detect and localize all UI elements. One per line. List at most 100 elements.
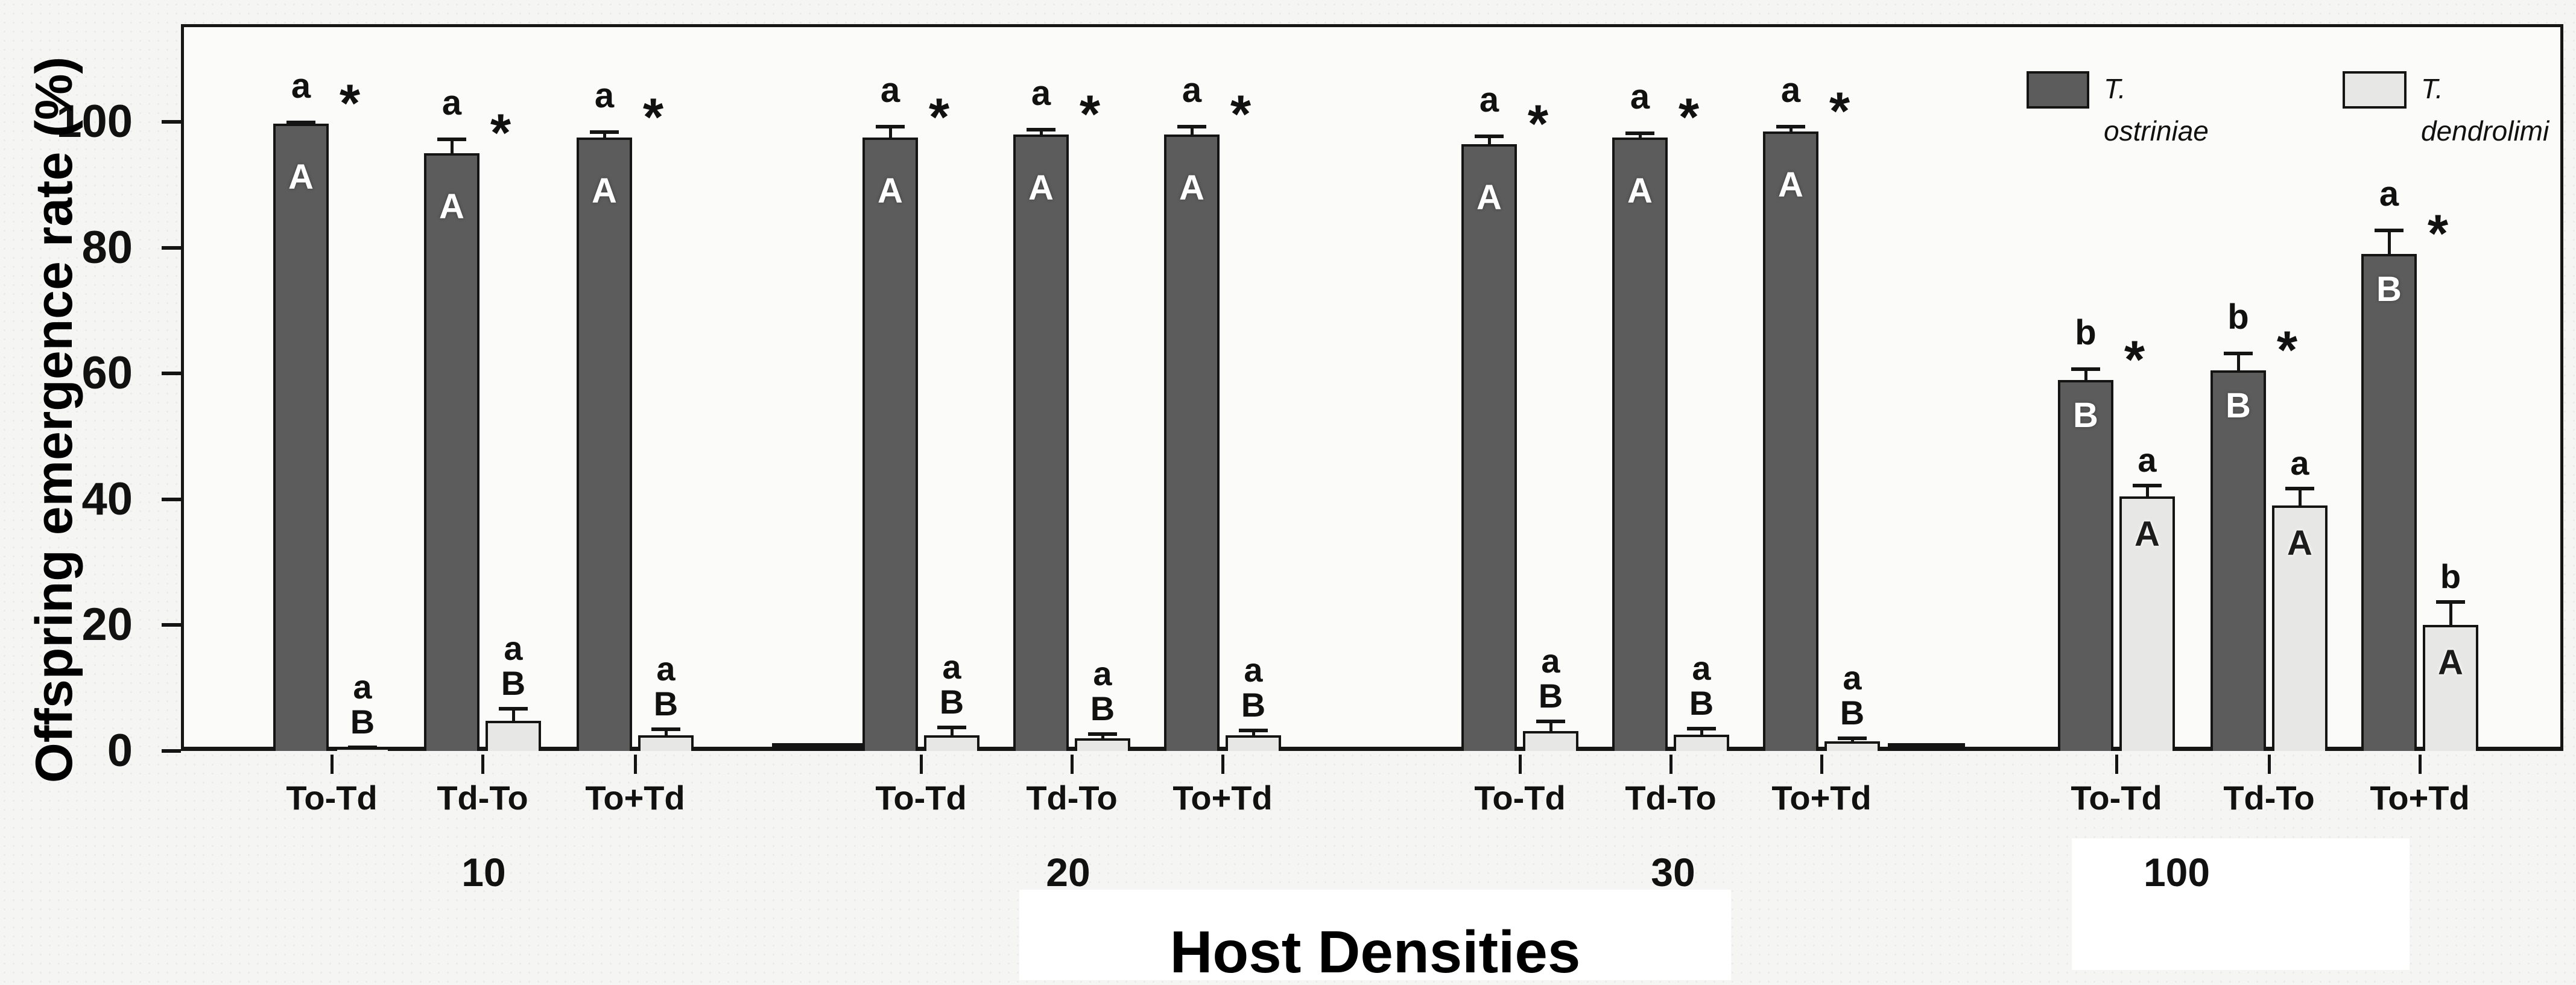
error-bar: [1789, 126, 1793, 133]
bar-dendrolimi-20-To+Td: [1226, 735, 1281, 751]
error-bar-cap: [1475, 134, 1504, 138]
error-bar: [2236, 352, 2240, 372]
error-bar-cap: [499, 706, 528, 711]
x-treatment-label: Td-To: [437, 779, 528, 817]
x-density-label: 10: [461, 850, 506, 895]
y-tick: [162, 497, 181, 501]
x-tick: [633, 755, 637, 774]
sig-letter-above: a: [441, 83, 462, 123]
x-treatment-label: To+Td: [585, 779, 685, 817]
bar-letter-inside: A: [2438, 643, 2463, 683]
bar-dendrolimi-30-To-Td: [1523, 730, 1578, 751]
bar-ostriniae-10-Td-To: [424, 153, 479, 751]
bar-dendrolimi-10-Td-To: [486, 720, 541, 751]
error-bar-cap: [590, 130, 619, 134]
x-tick: [1070, 755, 1074, 774]
x-treatment-label: Td-To: [2223, 779, 2315, 817]
bar-letter-inside: B: [2376, 270, 2402, 309]
error-bar-cap: [2375, 229, 2404, 233]
error-bar: [2084, 368, 2087, 381]
sig-letter-above: a: [1182, 71, 1202, 110]
significance-star: *: [1678, 87, 1700, 147]
bar-dendrolimi-20-Td-To: [1075, 738, 1130, 751]
sig-letters-above: a B: [1840, 659, 1865, 732]
baseline-artifact: [772, 743, 867, 751]
bar-ostriniae-10-To-Td: [273, 124, 329, 751]
bar-letter-inside: B: [2073, 395, 2098, 435]
y-axis-title: Offspring emergence rate (%): [25, 56, 83, 784]
error-bar-cap: [1776, 125, 1805, 129]
sig-letter-above: a: [1031, 74, 1051, 113]
error-bar: [1850, 738, 1854, 743]
x-treatment-label: To+Td: [2370, 779, 2470, 817]
error-bar-cap: [937, 726, 966, 730]
x-tick: [330, 755, 334, 774]
bar-letter-inside: A: [1627, 171, 1653, 211]
error-bar-cap: [1625, 131, 1654, 135]
error-bar-cap: [286, 120, 315, 124]
error-bar: [511, 708, 515, 722]
x-tick: [1820, 755, 1823, 774]
error-bar-cap: [2133, 483, 2162, 487]
error-bar-cap: [437, 138, 466, 142]
x-treatment-label: Td-To: [1625, 779, 1717, 817]
bar-dendrolimi-30-Td-To: [1674, 734, 1729, 751]
significance-star: *: [339, 73, 361, 133]
x-tick: [2115, 755, 2118, 774]
y-tick: [162, 120, 181, 124]
sig-letters-above: a B: [653, 650, 679, 723]
error-bar-cap: [2285, 486, 2314, 490]
error-bar: [1549, 720, 1552, 732]
significance-star: *: [642, 87, 664, 147]
significance-star: *: [1527, 93, 1549, 153]
bar-letter-inside: A: [439, 187, 464, 227]
x-treatment-label: To-Td: [1474, 779, 1566, 817]
bar-dendrolimi-30-To+Td: [1824, 741, 1880, 751]
bar-ostriniae-30-To-Td: [1461, 144, 1517, 751]
sig-letters-above: a B: [1090, 654, 1115, 727]
error-bar-cap: [2224, 351, 2253, 355]
bar-ostriniae-30-To+Td: [1763, 131, 1818, 751]
legend-swatch-ostriniae: [2027, 71, 2089, 109]
error-bar-cap: [651, 727, 680, 732]
sig-letter-above: a: [594, 75, 615, 115]
error-bar: [603, 131, 606, 139]
x-treatment-label: To+Td: [1771, 779, 1872, 817]
sig-letters-above: a B: [1241, 651, 1266, 724]
error-bar-cap: [1088, 732, 1117, 736]
error-bar: [2298, 487, 2302, 507]
y-tick: [162, 749, 181, 753]
y-tick-label: 60: [81, 347, 133, 399]
bar-dendrolimi-10-To+Td: [638, 735, 694, 751]
error-bar: [1638, 132, 1642, 139]
legend-swatch-dendrolimi: [2343, 71, 2407, 109]
error-bar: [1487, 135, 1491, 145]
y-tick: [162, 372, 181, 376]
bar-dendrolimi-100-Td-To: [2272, 505, 2328, 751]
error-bar: [950, 727, 954, 736]
significance-star: *: [2276, 319, 2298, 379]
bar-ostriniae-20-Td-To: [1013, 134, 1069, 751]
sig-letter-above: a: [1780, 71, 1801, 110]
sig-letter-above: a: [1479, 80, 1499, 119]
sig-letters-above: b: [2440, 557, 2461, 595]
bar-ostriniae-20-To+Td: [1164, 134, 1220, 751]
error-bar: [2145, 484, 2149, 498]
x-density-label: 30: [1651, 850, 1695, 895]
bar-dendrolimi-20-To-Td: [924, 735, 979, 751]
x-tick: [1669, 755, 1673, 774]
significance-star: *: [928, 87, 950, 147]
bar-ostriniae-100-Td-To: [2210, 370, 2266, 751]
y-tick: [162, 623, 181, 627]
x-density-label: 100: [2143, 850, 2210, 895]
significance-star: *: [2124, 329, 2145, 389]
sig-letters-above: a B: [501, 629, 526, 702]
bar-letter-inside: A: [2135, 514, 2160, 554]
sig-letter-above: a: [1630, 77, 1650, 116]
error-bar-cap: [1536, 719, 1565, 723]
bar-letter-inside: A: [878, 171, 903, 211]
y-tick-label: 20: [81, 599, 133, 651]
error-bar-cap: [348, 745, 377, 749]
x-treatment-label: To-Td: [2071, 779, 2162, 817]
error-bar-cap: [1687, 727, 1716, 731]
